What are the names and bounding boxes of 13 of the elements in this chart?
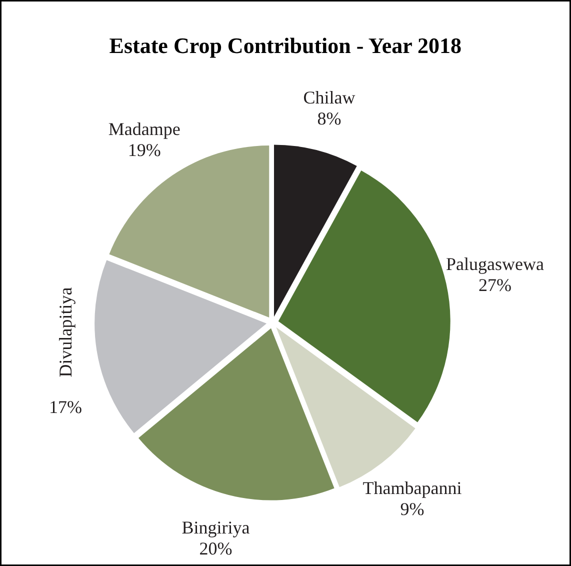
slice-label: Thambapanni: [362, 478, 462, 498]
slice-label: Palugaswewa: [446, 254, 544, 274]
data-label: 20%: [199, 538, 232, 559]
data-label: 19%: [128, 140, 161, 160]
data-label: 9%: [400, 498, 424, 519]
slice-label: Bingiriya: [182, 518, 250, 538]
slice-label: Chilaw: [303, 87, 356, 108]
slice-label: Divulapitiya: [56, 287, 76, 378]
chart-title: Estate Crop Contribution - Year 2018: [109, 33, 462, 58]
data-label: 8%: [317, 108, 342, 128]
data-label: 27%: [478, 275, 512, 296]
data-label: 17%: [49, 397, 82, 418]
slice-label: Madampe: [108, 118, 180, 139]
